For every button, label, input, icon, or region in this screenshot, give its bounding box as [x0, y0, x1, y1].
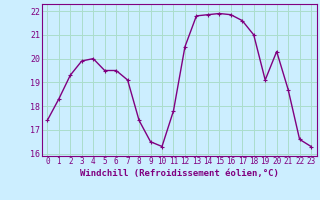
X-axis label: Windchill (Refroidissement éolien,°C): Windchill (Refroidissement éolien,°C): [80, 169, 279, 178]
